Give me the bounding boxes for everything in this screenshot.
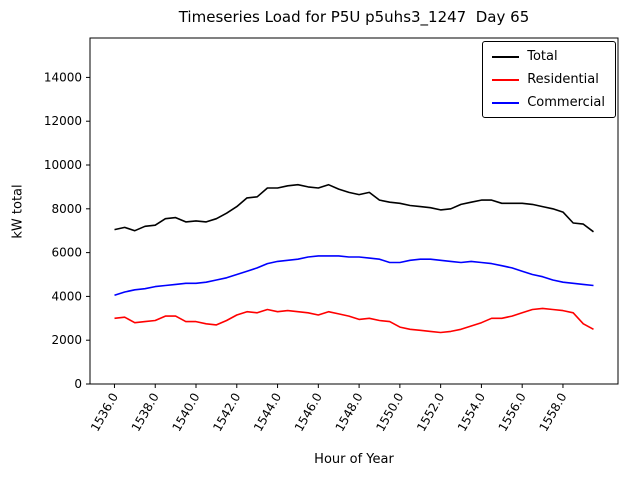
legend-line-swatch <box>492 55 520 58</box>
y-tick-label: 14000 <box>44 70 82 84</box>
x-tick-label: 1558.0 <box>536 391 569 434</box>
x-axis-label: Hour of Year <box>314 452 394 467</box>
legend: Total Residential Commercial <box>482 41 616 118</box>
x-tick-label: 1536.0 <box>88 391 121 434</box>
y-tick-label: 0 <box>74 377 82 391</box>
series-line-total <box>114 183 594 233</box>
legend-line-swatch <box>492 78 520 81</box>
series-line-commercial <box>114 255 594 297</box>
x-tick-label: 1552.0 <box>414 391 447 434</box>
x-tick-label: 1548.0 <box>333 391 366 434</box>
legend-entry-residential: Residential <box>492 72 605 87</box>
x-tick-label: 1556.0 <box>496 391 529 434</box>
x-tick-label: 1538.0 <box>129 391 162 434</box>
axes-frame <box>89 37 619 385</box>
x-tick-label: 1540.0 <box>169 391 202 434</box>
chart-title: Timeseries Load for P5U p5uhs3_1247 Day … <box>178 8 530 26</box>
y-tick-label: 12000 <box>44 114 82 128</box>
legend-label: Residential <box>527 72 599 87</box>
x-tick-label: 1544.0 <box>251 391 284 434</box>
y-tick-label: 2000 <box>51 333 82 347</box>
y-tick-label: 4000 <box>51 289 82 303</box>
legend-entry-total: Total <box>492 49 605 64</box>
y-tick-label: 8000 <box>51 202 82 216</box>
y-tick-label: 6000 <box>51 246 82 260</box>
x-tick-label: 1550.0 <box>373 391 406 434</box>
x-tick-label: 1546.0 <box>292 391 325 434</box>
legend-label: Commercial <box>527 95 605 110</box>
legend-line-swatch <box>492 101 520 104</box>
y-tick-label: 10000 <box>44 158 82 172</box>
legend-entry-commercial: Commercial <box>492 95 605 110</box>
x-tick-label: 1542.0 <box>210 391 243 434</box>
x-tick-label: 1554.0 <box>455 391 488 434</box>
series-line-residential <box>114 307 594 334</box>
legend-label: Total <box>527 49 558 64</box>
